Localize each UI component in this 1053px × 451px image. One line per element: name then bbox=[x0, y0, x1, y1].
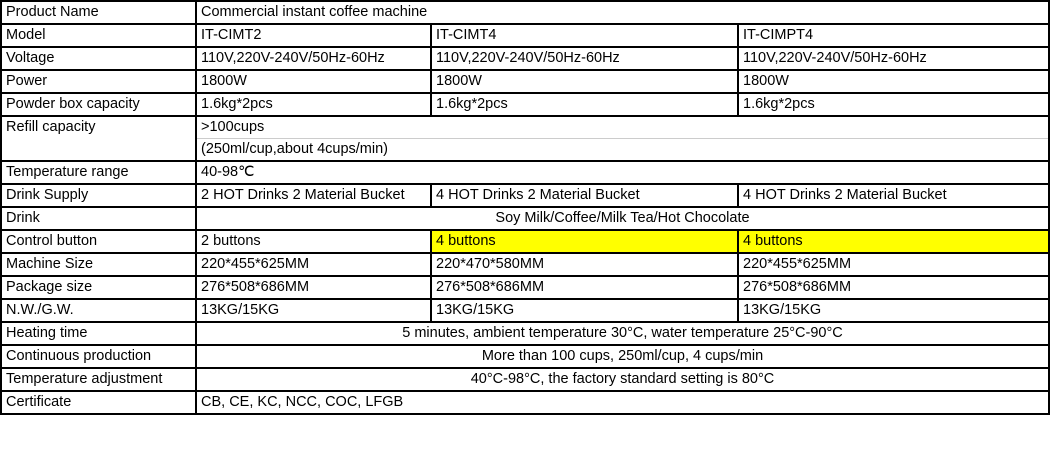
value-cell: IT-CIMT4 bbox=[430, 23, 739, 48]
value-cell: 276*508*686MM bbox=[430, 275, 739, 300]
table-row: Package size 276*508*686MM 276*508*686MM 27… bbox=[0, 275, 1050, 300]
value-cell: 40-98℃ bbox=[195, 160, 1050, 185]
value-cell: 2 HOT Drinks 2 Material Bucket bbox=[195, 183, 432, 208]
value-cell: 220*455*625MM bbox=[737, 252, 1050, 277]
value-cell: 1.6kg*2pcs bbox=[430, 92, 739, 117]
table-row: Voltage 110V,220V-240V/50Hz-60Hz 110V,220V… bbox=[0, 46, 1050, 71]
value-cell: 1800W bbox=[737, 69, 1050, 94]
value-cell: >100cups bbox=[195, 115, 1050, 139]
row-label: Temperature adjustment bbox=[0, 367, 197, 392]
value-cell: IT-CIMT2 bbox=[195, 23, 432, 48]
value-cell: 4 HOT Drinks 2 Material Bucket bbox=[737, 183, 1050, 208]
table-row: Continuous production More than 100 cups,… bbox=[0, 344, 1050, 369]
value-cell: 1.6kg*2pcs bbox=[195, 92, 432, 117]
value-cell: 1800W bbox=[430, 69, 739, 94]
table-row: Control button 2 buttons 4 buttons 4 button… bbox=[0, 229, 1050, 254]
row-label: Drink Supply bbox=[0, 183, 197, 208]
row-label: Drink bbox=[0, 206, 197, 231]
value-cell: 5 minutes, ambient temperature 30°C, wat… bbox=[195, 321, 1050, 346]
table-row: Powder box capacity 1.6kg*2pcs 1.6kg*2pcs 1… bbox=[0, 92, 1050, 117]
value-cell: CB, CE, KC, NCC, COC, LFGB bbox=[195, 390, 1050, 415]
row-label: Control button bbox=[0, 229, 197, 254]
value-cell: IT-CIMPT4 bbox=[737, 23, 1050, 48]
value-cell: 220*455*625MM bbox=[195, 252, 432, 277]
value-cell: 13KG/15KG bbox=[430, 298, 739, 323]
value-cell: Commercial instant coffee machine bbox=[195, 0, 1050, 25]
value-cell: 1.6kg*2pcs bbox=[737, 92, 1050, 117]
row-label: Continuous production bbox=[0, 344, 197, 369]
value-cell: More than 100 cups, 250ml/cup, 4 cups/mi… bbox=[195, 344, 1050, 369]
table-row: Power 1800W 1800W 1800W bbox=[0, 69, 1050, 94]
value-cell: 220*470*580MM bbox=[430, 252, 739, 277]
value-cell: 1800W bbox=[195, 69, 432, 94]
row-label: Power bbox=[0, 69, 197, 94]
table-row: Drink Supply 2 HOT Drinks 2 Material Buck… bbox=[0, 183, 1050, 208]
value-cell: Soy Milk/Coffee/Milk Tea/Hot Chocolate bbox=[195, 206, 1050, 231]
row-label: N.W./G.W. bbox=[0, 298, 197, 323]
value-cell: 4 buttons bbox=[430, 229, 739, 254]
table-row: Refill capacity >100cups bbox=[0, 115, 1050, 162]
value-cell: 110V,220V-240V/50Hz-60Hz bbox=[430, 46, 739, 71]
row-label: Model bbox=[0, 23, 197, 48]
table-row: Temperature range 40-98℃ bbox=[0, 160, 1050, 185]
table-row: Temperature adjustment 40°C-98°C, the fac… bbox=[0, 367, 1050, 392]
value-cell: 276*508*686MM bbox=[737, 275, 1050, 300]
value-cell: 110V,220V-240V/50Hz-60Hz bbox=[737, 46, 1050, 71]
value-cell: 4 HOT Drinks 2 Material Bucket bbox=[430, 183, 739, 208]
table-row: Drink Soy Milk/Coffee/Milk Tea/Hot Chocol… bbox=[0, 206, 1050, 231]
table-row: Product Name Commercial instant coffee ma… bbox=[0, 0, 1050, 25]
row-label: Machine Size bbox=[0, 252, 197, 277]
value-cell: 13KG/15KG bbox=[737, 298, 1050, 323]
value-cell: 110V,220V-240V/50Hz-60Hz bbox=[195, 46, 432, 71]
spec-table: Product Name Commercial instant coffee ma… bbox=[0, 0, 1050, 415]
row-label: Temperature range bbox=[0, 160, 197, 185]
value-cell: 2 buttons bbox=[195, 229, 432, 254]
value-cell: 4 buttons bbox=[737, 229, 1050, 254]
row-label: Voltage bbox=[0, 46, 197, 71]
table-row: Heating time 5 minutes, ambient temperatu… bbox=[0, 321, 1050, 346]
row-label: Heating time bbox=[0, 321, 197, 346]
value-cell: 13KG/15KG bbox=[195, 298, 432, 323]
row-label: Product Name bbox=[0, 0, 197, 25]
value-cell: 40°C-98°C, the factory standard setting … bbox=[195, 367, 1050, 392]
row-label: Powder box capacity bbox=[0, 92, 197, 117]
value-cell: 276*508*686MM bbox=[195, 275, 432, 300]
value-cell-note: (250ml/cup,about 4cups/min) bbox=[195, 138, 1050, 162]
table-row: Certificate CB, CE, KC, NCC, COC, LFGB bbox=[0, 390, 1050, 415]
table-row: Model IT-CIMT2 IT-CIMT4 IT-CIMPT4 bbox=[0, 23, 1050, 48]
spec-table-body: Product Name Commercial instant coffee ma… bbox=[0, 0, 1050, 415]
table-row: Machine Size 220*455*625MM 220*470*580MM 22… bbox=[0, 252, 1050, 277]
row-label: Certificate bbox=[0, 390, 197, 415]
table-row: N.W./G.W. 13KG/15KG 13KG/15KG 13KG/15KG bbox=[0, 298, 1050, 323]
row-label: Package size bbox=[0, 275, 197, 300]
row-label: Refill capacity bbox=[0, 115, 197, 162]
